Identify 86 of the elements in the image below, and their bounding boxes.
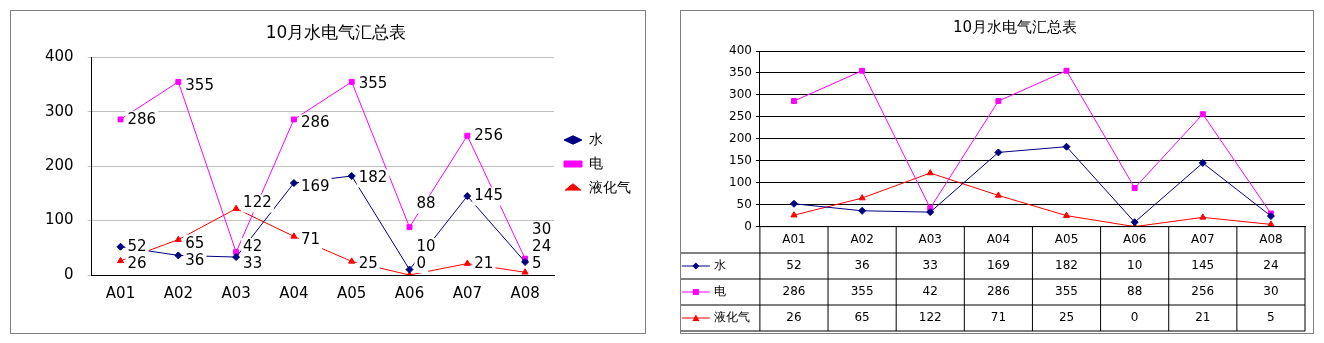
data-label: 256	[474, 126, 503, 145]
data-label: 30	[532, 219, 552, 238]
y-tick-label: 400	[44, 47, 74, 66]
data-label: 71	[300, 230, 321, 249]
legend-label: 水	[589, 130, 603, 147]
y-tick-label: 0	[744, 218, 752, 233]
data-label: 145	[1191, 258, 1215, 273]
data-label: 355	[850, 284, 874, 299]
data-label: 71	[990, 310, 1007, 325]
data-label: 145	[474, 186, 503, 205]
data-label: 169	[986, 258, 1010, 273]
data-label: 52	[127, 236, 147, 255]
x-tick-label: A08	[1259, 231, 1283, 246]
data-label: 5	[532, 253, 542, 272]
y-tick-label: 300	[729, 87, 752, 102]
x-tick-label: A08	[510, 283, 540, 302]
data-label: 88	[416, 194, 436, 213]
data-label: 33	[243, 253, 263, 272]
data-label: 182	[358, 168, 388, 187]
data-label: 286	[127, 109, 157, 128]
legend-label: 电	[589, 154, 603, 171]
data-label: 65	[185, 233, 205, 252]
data-label: 24	[532, 236, 552, 255]
x-tick-label: A07	[452, 283, 482, 302]
data-label: 42	[243, 236, 263, 255]
legend-label: 电	[713, 284, 726, 299]
data-label: 286	[300, 113, 330, 132]
data-label: 36	[854, 258, 870, 273]
x-tick-label: A02	[163, 283, 193, 302]
data-label: 33	[922, 258, 938, 273]
data-label: 21	[1195, 310, 1211, 325]
y-tick-label: 100	[44, 210, 74, 229]
legend-label: 液化气	[589, 178, 631, 195]
data-label: 36	[185, 250, 205, 269]
data-label: 286	[782, 284, 806, 299]
data-label: 25	[1058, 310, 1075, 325]
data-label: 10	[416, 236, 436, 255]
x-tick-label: A05	[1054, 231, 1079, 246]
x-tick-label: A03	[221, 283, 251, 302]
y-tick-label: 200	[44, 156, 74, 175]
x-tick-label: A01	[105, 283, 136, 302]
y-tick-label: 150	[729, 152, 752, 167]
data-label: 0	[1130, 310, 1139, 325]
data-label: 169	[300, 176, 330, 195]
data-label: 52	[786, 258, 802, 273]
data-label: 122	[243, 193, 272, 212]
y-tick-label: 300	[44, 101, 74, 120]
chart-title: 10月水电气汇总表	[265, 21, 407, 42]
x-tick-label: A03	[918, 231, 942, 246]
y-tick-label: 350	[729, 65, 752, 80]
data-label: 0	[416, 253, 427, 272]
chart-title: 10月水电气汇总表	[952, 17, 1078, 36]
data-label: 182	[1055, 258, 1078, 273]
y-tick-label: 400	[729, 43, 752, 58]
x-tick-label: A07	[1191, 231, 1215, 246]
data-label: 65	[854, 310, 870, 325]
data-label: 24	[1263, 258, 1279, 273]
data-label: 26	[127, 253, 147, 272]
data-label: 30	[1263, 284, 1279, 299]
data-label: 88	[1127, 284, 1143, 299]
data-label: 26	[786, 310, 802, 325]
data-label: 5	[1267, 310, 1275, 325]
y-tick-label: 200	[729, 130, 752, 145]
x-tick-label: A06	[394, 283, 425, 302]
x-tick-label: A06	[1122, 231, 1147, 246]
x-tick-label: A01	[782, 231, 806, 246]
data-label: 286	[986, 284, 1010, 299]
data-label: 122	[918, 310, 942, 325]
x-tick-label: A02	[850, 231, 874, 246]
legend-label: 液化气	[713, 310, 750, 325]
y-tick-label: 100	[729, 174, 752, 189]
data-label: 355	[358, 74, 388, 93]
y-tick-label: 250	[729, 108, 752, 123]
data-label: 355	[185, 75, 214, 94]
y-tick-label: 0	[64, 264, 74, 283]
data-label: 25	[358, 253, 378, 272]
x-tick-label: A05	[337, 283, 367, 302]
data-label: 355	[1055, 284, 1078, 299]
legend-label: 水	[713, 258, 726, 273]
x-tick-label: A04	[279, 283, 309, 302]
data-label: 21	[474, 253, 494, 272]
y-tick-label: 50	[736, 196, 752, 211]
data-label: 256	[1191, 284, 1215, 299]
data-label: 10	[1127, 258, 1143, 273]
data-label: 42	[922, 284, 938, 299]
x-tick-label: A04	[986, 231, 1011, 246]
